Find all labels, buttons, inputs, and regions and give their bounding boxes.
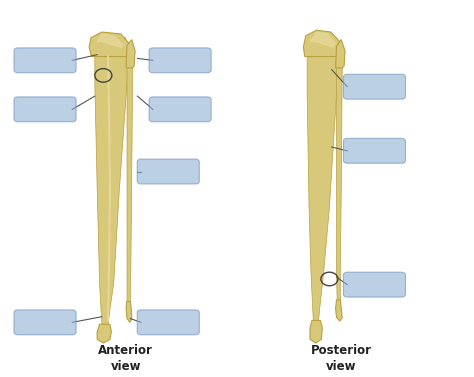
Polygon shape	[336, 40, 345, 68]
FancyBboxPatch shape	[149, 97, 211, 122]
Polygon shape	[127, 49, 134, 309]
Polygon shape	[126, 302, 132, 322]
Polygon shape	[95, 38, 129, 332]
Polygon shape	[310, 320, 322, 343]
FancyBboxPatch shape	[343, 74, 405, 99]
Polygon shape	[337, 47, 343, 311]
FancyBboxPatch shape	[137, 159, 199, 184]
FancyBboxPatch shape	[14, 310, 76, 335]
FancyBboxPatch shape	[149, 48, 211, 73]
Polygon shape	[310, 32, 336, 47]
Text: Anterior
view: Anterior view	[98, 344, 153, 372]
Polygon shape	[303, 30, 340, 57]
FancyBboxPatch shape	[343, 138, 405, 163]
Polygon shape	[97, 324, 111, 343]
Polygon shape	[126, 40, 135, 68]
Text: Posterior
view: Posterior view	[311, 344, 372, 372]
FancyBboxPatch shape	[137, 310, 199, 335]
Polygon shape	[336, 300, 342, 321]
Polygon shape	[97, 34, 123, 47]
Polygon shape	[307, 38, 339, 332]
Polygon shape	[89, 32, 129, 57]
FancyBboxPatch shape	[14, 97, 76, 122]
FancyBboxPatch shape	[14, 48, 76, 73]
FancyBboxPatch shape	[343, 272, 405, 297]
